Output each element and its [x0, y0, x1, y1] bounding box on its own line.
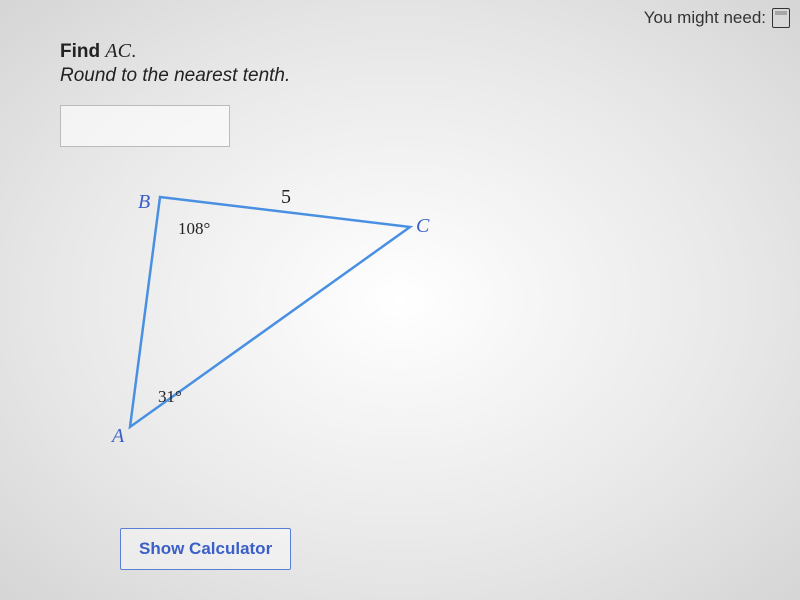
- prompt-instruction: Round to the nearest tenth.: [60, 65, 780, 87]
- period: .: [131, 41, 136, 62]
- vertex-label-b: B: [138, 191, 150, 214]
- find-word: Find: [60, 41, 100, 62]
- target-segment: AC: [105, 40, 131, 62]
- vertex-label-c: C: [416, 215, 429, 238]
- angle-label-b: 108°: [178, 219, 210, 239]
- triangle-svg: [100, 167, 460, 447]
- prompt-line-1: Find AC.: [60, 40, 780, 63]
- vertex-label-a: A: [112, 425, 124, 448]
- calculator-icon: [772, 8, 790, 28]
- angle-label-a: 31°: [158, 387, 182, 407]
- answer-input[interactable]: [60, 105, 230, 147]
- show-calculator-button[interactable]: Show Calculator: [120, 528, 291, 570]
- hint-label: You might need:: [644, 8, 766, 28]
- side-label-bc: 5: [281, 186, 291, 209]
- you-might-need-bar: You might need:: [644, 8, 790, 28]
- problem-prompt: Find AC. Round to the nearest tenth.: [60, 40, 780, 87]
- triangle-figure: A B C 5 108° 31°: [100, 167, 460, 447]
